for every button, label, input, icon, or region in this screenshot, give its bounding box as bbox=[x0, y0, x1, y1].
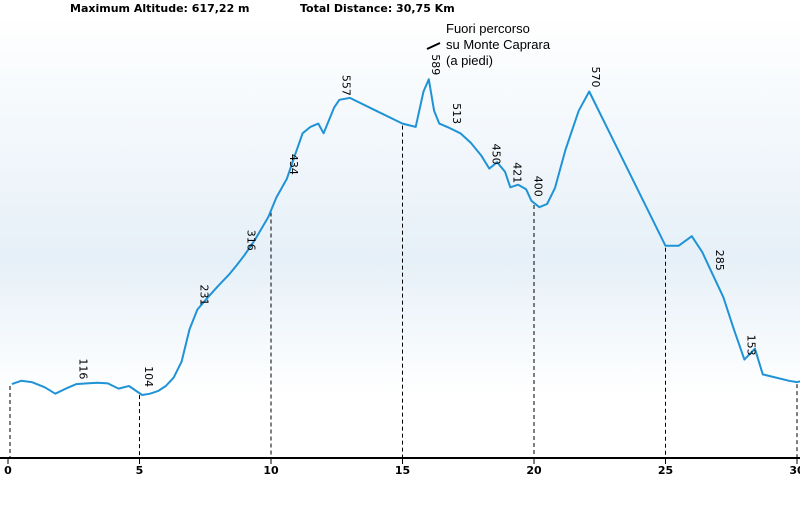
x-tick-label: 15 bbox=[395, 464, 410, 477]
peak-label: 557 bbox=[339, 75, 352, 96]
elevation-profile-line bbox=[11, 78, 800, 396]
x-axis-ticks: 05101520253031 bbox=[4, 458, 800, 477]
x-tick-label: 25 bbox=[658, 464, 673, 477]
total-distance-label: Total Distance: 30,75 Km bbox=[300, 2, 455, 15]
peak-label: 104 bbox=[142, 366, 155, 387]
peak-label: 316 bbox=[245, 230, 258, 251]
peak-label: 231 bbox=[197, 284, 210, 305]
plot-background bbox=[0, 14, 800, 458]
peak-label: 400 bbox=[531, 176, 544, 197]
annotation-line-1: Fuori percorso bbox=[446, 21, 530, 36]
x-tick-label: 5 bbox=[136, 464, 144, 477]
peak-label: 570 bbox=[589, 66, 602, 87]
peak-label: 116 bbox=[76, 358, 89, 379]
x-tick-label: 30 bbox=[789, 464, 800, 477]
peak-label: 589 bbox=[429, 54, 442, 75]
peak-label: 513 bbox=[450, 103, 463, 124]
peak-label: 450 bbox=[489, 144, 502, 165]
max-altitude-label: Maximum Altitude: 617,22 m bbox=[70, 2, 250, 15]
annotation-line-3: (a piedi) bbox=[446, 53, 493, 68]
peak-label: 153 bbox=[744, 335, 757, 356]
peak-label: 421 bbox=[510, 162, 523, 183]
off-route-annotation: Fuori percorso su Monte Caprara (a piedi… bbox=[426, 21, 551, 68]
peak-label: 434 bbox=[287, 154, 300, 175]
x-tick-label: 10 bbox=[263, 464, 279, 477]
distance-marker-lines bbox=[9, 125, 798, 458]
peak-label: 285 bbox=[713, 250, 726, 271]
annotation-pointer bbox=[426, 42, 441, 50]
peak-labels: 116 104 231 316 434 557 589 513 450 421 400 570 285 1… bbox=[76, 54, 757, 387]
x-tick-label: 0 bbox=[4, 464, 12, 477]
annotation-line-2: su Monte Caprara bbox=[446, 37, 551, 52]
x-tick-label: 20 bbox=[526, 464, 542, 477]
